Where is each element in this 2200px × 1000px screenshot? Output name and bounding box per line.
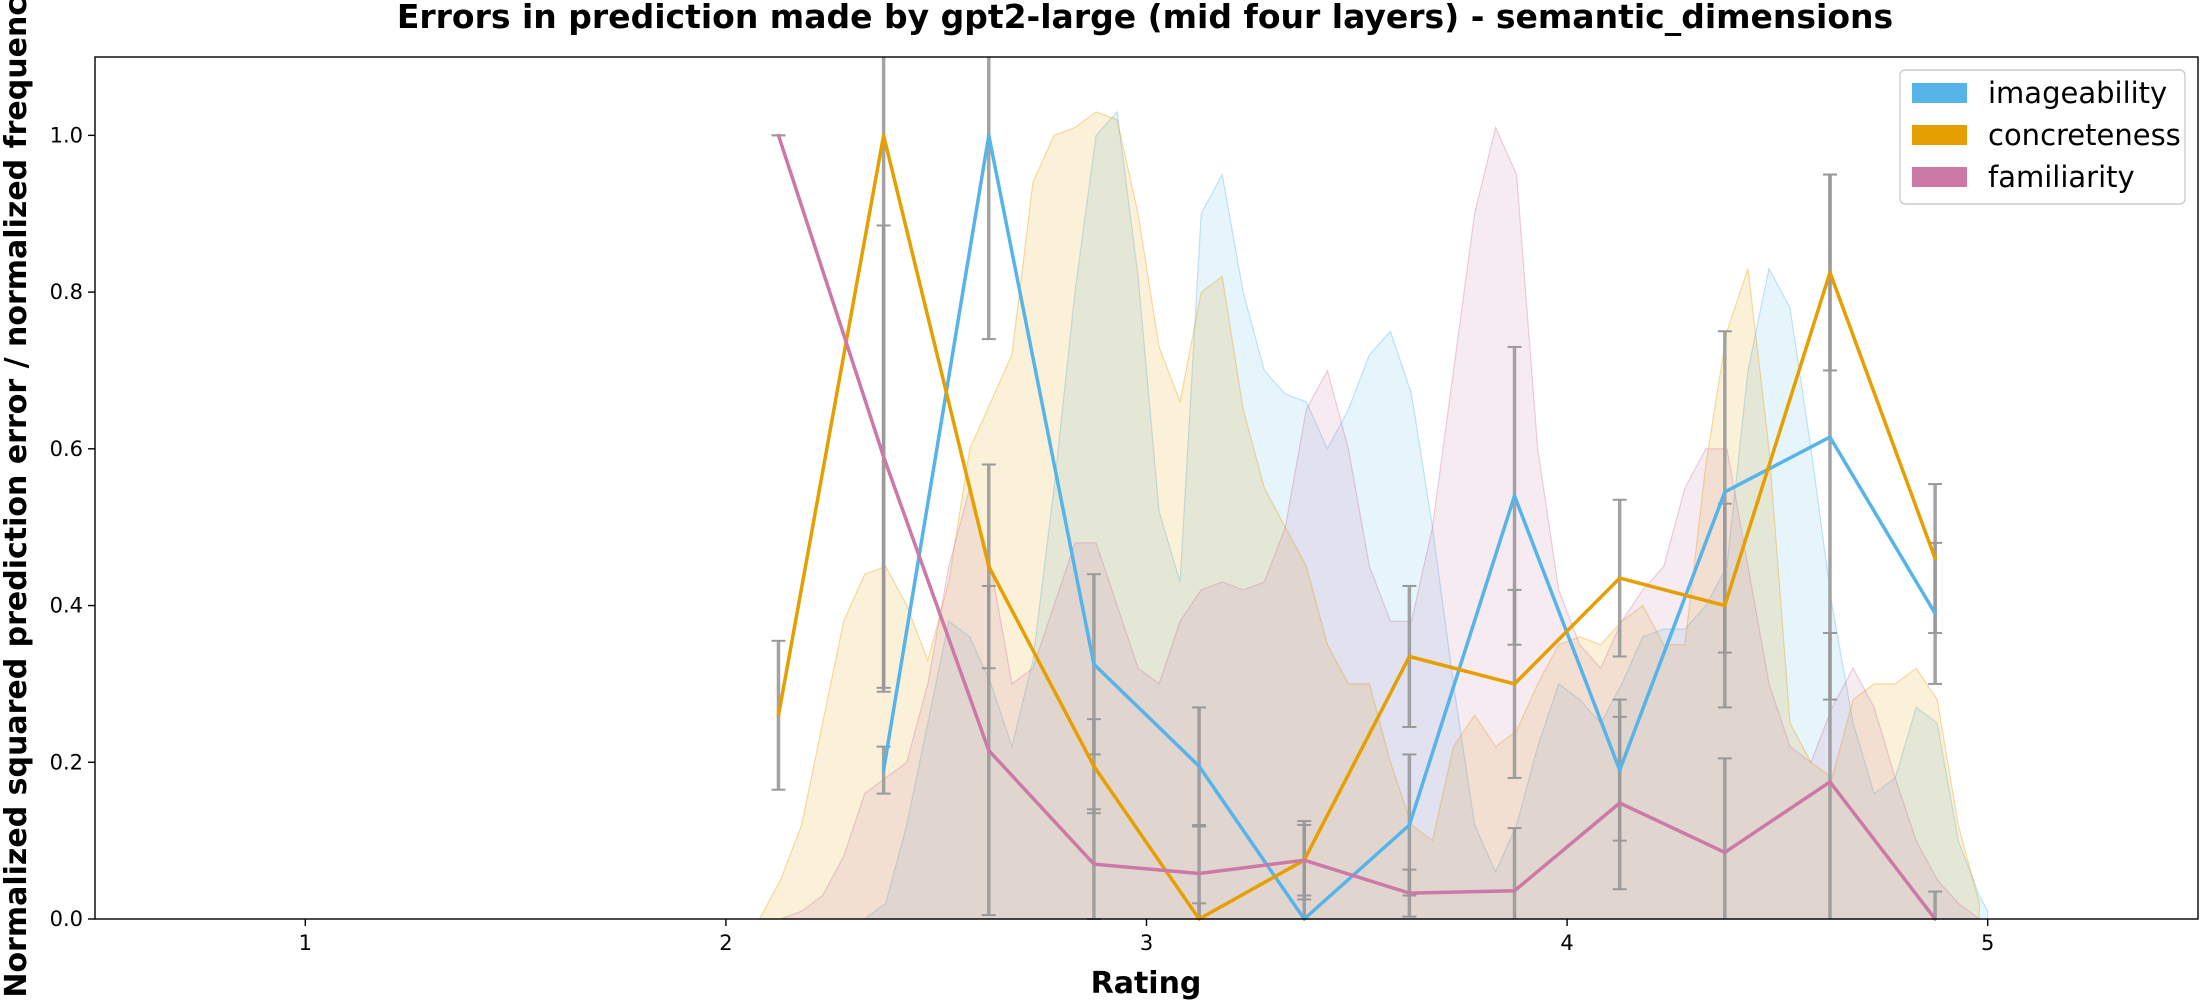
legend-item-familiarity: familiarity [1912,160,2135,194]
legend-item-concreteness: concreteness [1912,118,2181,152]
series-line-familiarity [776,133,1937,921]
y-tick-label: 0.6 [50,437,83,461]
legend-label: concreteness [1988,118,2181,152]
error-bar-familiarity-10 [1822,631,1837,919]
error-bar-familiarity-11 [1928,890,1943,919]
error-bar-familiarity-9 [1717,757,1732,919]
error-bar-familiarity-7 [1507,827,1522,919]
legend-swatch [1912,125,1967,145]
x-tick-label: 5 [1981,931,1994,955]
x-tick-label: 3 [1140,931,1153,955]
x-tick-label: 4 [1560,931,1573,955]
chart-title: Errors in prediction made by gpt2-large … [397,0,1893,36]
error-bar-imageability-1 [981,57,996,341]
x-axis-label: Rating [1091,966,1202,1000]
legend-swatch [1912,83,1967,103]
y-tick-label: 0.4 [50,594,83,618]
legend-frame [1899,69,2186,205]
y-axis-label: Normalized squared prediction error / no… [0,0,34,998]
y-tick-label: 0.2 [50,750,83,774]
series-line-concreteness [776,133,1937,921]
density-layer [758,110,1989,920]
x-tick-label: 2 [719,931,732,955]
legend-item-imageability: imageability [1912,76,2167,110]
legend-label: imageability [1988,76,2167,110]
y-tick-label: 1.0 [50,123,83,147]
plot-area [758,57,1989,921]
legend: imageability concreteness familiarity [1899,69,2186,205]
legend-items: imageability concreteness familiarity [1912,76,2181,194]
series-line-imageability [881,133,1937,921]
y-axis-ticks: 0.0 0.2 0.4 0.6 0.8 1.0 [50,123,95,931]
legend-swatch [1912,167,1967,187]
line-layer [776,133,1937,921]
x-axis-ticks: 1 2 3 4 5 [299,919,1994,955]
y-tick-label: 0.0 [50,907,83,931]
x-tick-label: 1 [299,931,312,955]
density-area-concreteness [758,111,1980,920]
y-tick-label: 0.8 [50,280,83,304]
legend-label: familiarity [1988,160,2135,194]
